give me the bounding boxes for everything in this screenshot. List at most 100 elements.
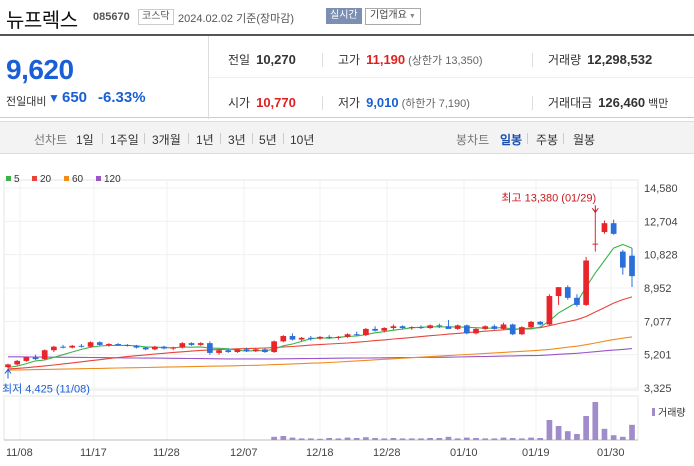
open-price: 시가 10,770 (228, 94, 296, 111)
change-label: 전일대비 (6, 96, 47, 108)
amount-label: 거래대금 (548, 96, 593, 110)
candle-body (583, 260, 589, 305)
period-3y[interactable]: 3년 (228, 133, 246, 147)
candle-body (32, 357, 39, 360)
max-arrow-head (591, 208, 599, 214)
candle-body (207, 343, 213, 353)
candle-monthly[interactable]: 월봉 (573, 133, 596, 147)
volume-bar (353, 438, 360, 440)
y-tick-label: 10,828 (644, 250, 678, 262)
candle-body (344, 334, 351, 337)
candle-body (574, 297, 580, 305)
volume-bar (298, 438, 305, 440)
volume-bar (537, 438, 544, 440)
volume-bar (445, 436, 452, 440)
date-basis: 2024.02.02 기준(장마감) (178, 13, 295, 25)
candle-body (289, 336, 296, 340)
candle-body (372, 328, 378, 331)
candle-body (399, 326, 406, 329)
candle-body (473, 328, 479, 334)
volume-bar (399, 438, 406, 440)
x-tick-label: 11/28 (153, 447, 180, 459)
cell-separator (532, 53, 533, 67)
volume-bar (519, 438, 525, 440)
period-5y[interactable]: 5년 (259, 133, 277, 147)
candle-chart-label: 봉차트 (456, 133, 490, 147)
volume-legend-label: 거래량 (658, 407, 686, 419)
prev-close-value: 10,270 (256, 52, 296, 67)
volume-bar (390, 438, 397, 440)
candle-daily[interactable]: 일봉 (500, 133, 523, 147)
candle-body (445, 326, 452, 329)
x-tick-label: 11/17 (80, 447, 107, 459)
cell-separator (532, 96, 533, 110)
stock-header: 뉴프렉스 085670 코스닥 2024.02.02 기준(장마감) 실시간 기… (0, 0, 694, 34)
candle-body (601, 223, 608, 233)
candle-body (564, 287, 571, 298)
y-tick-label: 7,077 (644, 316, 672, 328)
volume-bar (619, 436, 626, 440)
volume-bar (500, 437, 507, 440)
trade-amount: 거래대금 126,460 백만 (548, 94, 668, 111)
y-tick-label: 8,952 (644, 283, 672, 295)
period-3m[interactable]: 3개월 (152, 133, 181, 147)
candle-weekly[interactable]: 주봉 (536, 133, 559, 147)
volume-panel-frame (3, 395, 639, 441)
toolbar-separator (102, 133, 103, 144)
candlestick-chart[interactable]: 14,580 12,704 10,828 8,952 7,077 5,201 3,325 11… (0, 168, 694, 466)
company-overview-button[interactable]: 기업개요 ▼ (365, 8, 421, 25)
period-1w[interactable]: 1주일 (110, 133, 139, 147)
toolbar-separator (220, 133, 221, 144)
candle-body (317, 336, 323, 339)
amount-value: 126,460 (598, 95, 646, 110)
toolbar-separator (188, 133, 189, 144)
candle-body (491, 326, 498, 329)
candle-body (555, 287, 562, 297)
candle-body (500, 324, 507, 329)
volume-bar (363, 437, 369, 440)
candle-body (629, 255, 635, 277)
candle-body (335, 336, 342, 338)
min-annotation: 최저 4,425 (11/08) (2, 382, 90, 395)
volume-bar (528, 437, 534, 440)
volume-bar (629, 424, 635, 440)
volume-bar (473, 438, 479, 440)
volume-bar (555, 426, 562, 440)
x-tick-label: 12/18 (306, 447, 334, 459)
candle-body (298, 337, 305, 340)
legend-swatch (64, 176, 69, 181)
legend-swatch (6, 176, 11, 181)
legend-label: 5 (14, 174, 20, 185)
candle-body (353, 334, 360, 336)
candle-body (161, 346, 167, 349)
period-1y[interactable]: 1년 (196, 133, 214, 147)
current-price: 9,620 (6, 54, 74, 85)
low-label: 저가 (338, 96, 361, 110)
change-percent: -6.33% (98, 89, 146, 106)
candle-body (252, 349, 259, 352)
realtime-button[interactable]: 실시간 (326, 8, 362, 24)
candle-body (418, 327, 424, 329)
candle-body (436, 325, 443, 327)
candle-body (546, 296, 553, 325)
toolbar-separator (144, 133, 145, 144)
candle-body (280, 336, 287, 342)
candle-body (262, 349, 268, 353)
x-tick-label: 11/08 (6, 447, 33, 459)
candle-body (271, 341, 277, 353)
period-1d[interactable]: 1일 (76, 133, 94, 147)
candle-body (243, 349, 250, 352)
candle-body (78, 345, 85, 347)
candle-body (592, 243, 599, 245)
volume-bar (335, 438, 342, 440)
volume-bar (592, 402, 599, 440)
candle-body (151, 346, 158, 350)
candle-body (326, 336, 333, 338)
candle-body (482, 326, 489, 329)
period-10y[interactable]: 10년 (290, 133, 315, 147)
x-tick-label: 01/30 (597, 447, 625, 459)
legend-label: 20 (40, 174, 52, 185)
line-chart-label: 선차트 (34, 133, 68, 147)
open-label: 시가 (228, 96, 251, 110)
candle-body (60, 346, 66, 348)
